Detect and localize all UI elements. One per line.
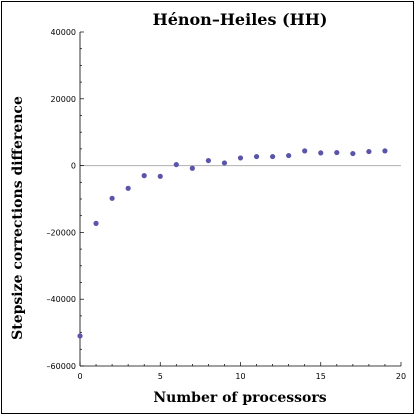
data-point [109, 195, 115, 201]
x-tick-label: 0 [77, 372, 82, 381]
y-tick-label: 40000 [51, 28, 76, 37]
data-point [318, 150, 324, 156]
x-tick-label: 10 [235, 372, 245, 381]
chart-title: Hénon–Heiles (HH) [153, 10, 328, 29]
data-point [141, 173, 147, 179]
data-point [253, 153, 260, 160]
y-tick-label: 20000 [51, 95, 76, 104]
data-point [382, 148, 388, 154]
data-point [366, 148, 372, 155]
y-tick-label: –20000 [47, 228, 76, 237]
data-point [350, 150, 356, 157]
y-tick-label: –40000 [47, 295, 76, 304]
x-tick-label: 5 [158, 372, 163, 381]
plot-area: –60000 –40000 –20000 0 20000 40000 0 5 10 15 20 [47, 28, 407, 381]
y-axis-label: Stepsize corrections difference [10, 96, 26, 340]
data-point [221, 160, 228, 166]
data-point [237, 155, 244, 161]
data-point [270, 153, 276, 160]
y-tick-label: –60000 [47, 362, 76, 371]
data-point [173, 161, 179, 168]
data-point [302, 148, 308, 154]
x-axis-label: Number of processors [153, 390, 326, 406]
data-point [157, 173, 163, 179]
data-point [125, 185, 131, 191]
data-point [77, 333, 83, 339]
x-tick-label: 20 [396, 372, 406, 381]
x-tick-label: 15 [316, 372, 326, 381]
data-point [93, 220, 99, 226]
data-point [205, 157, 211, 164]
data-point [286, 152, 292, 159]
data-point [189, 165, 195, 171]
data-point [334, 149, 340, 156]
y-tick-label: 0 [71, 162, 76, 171]
